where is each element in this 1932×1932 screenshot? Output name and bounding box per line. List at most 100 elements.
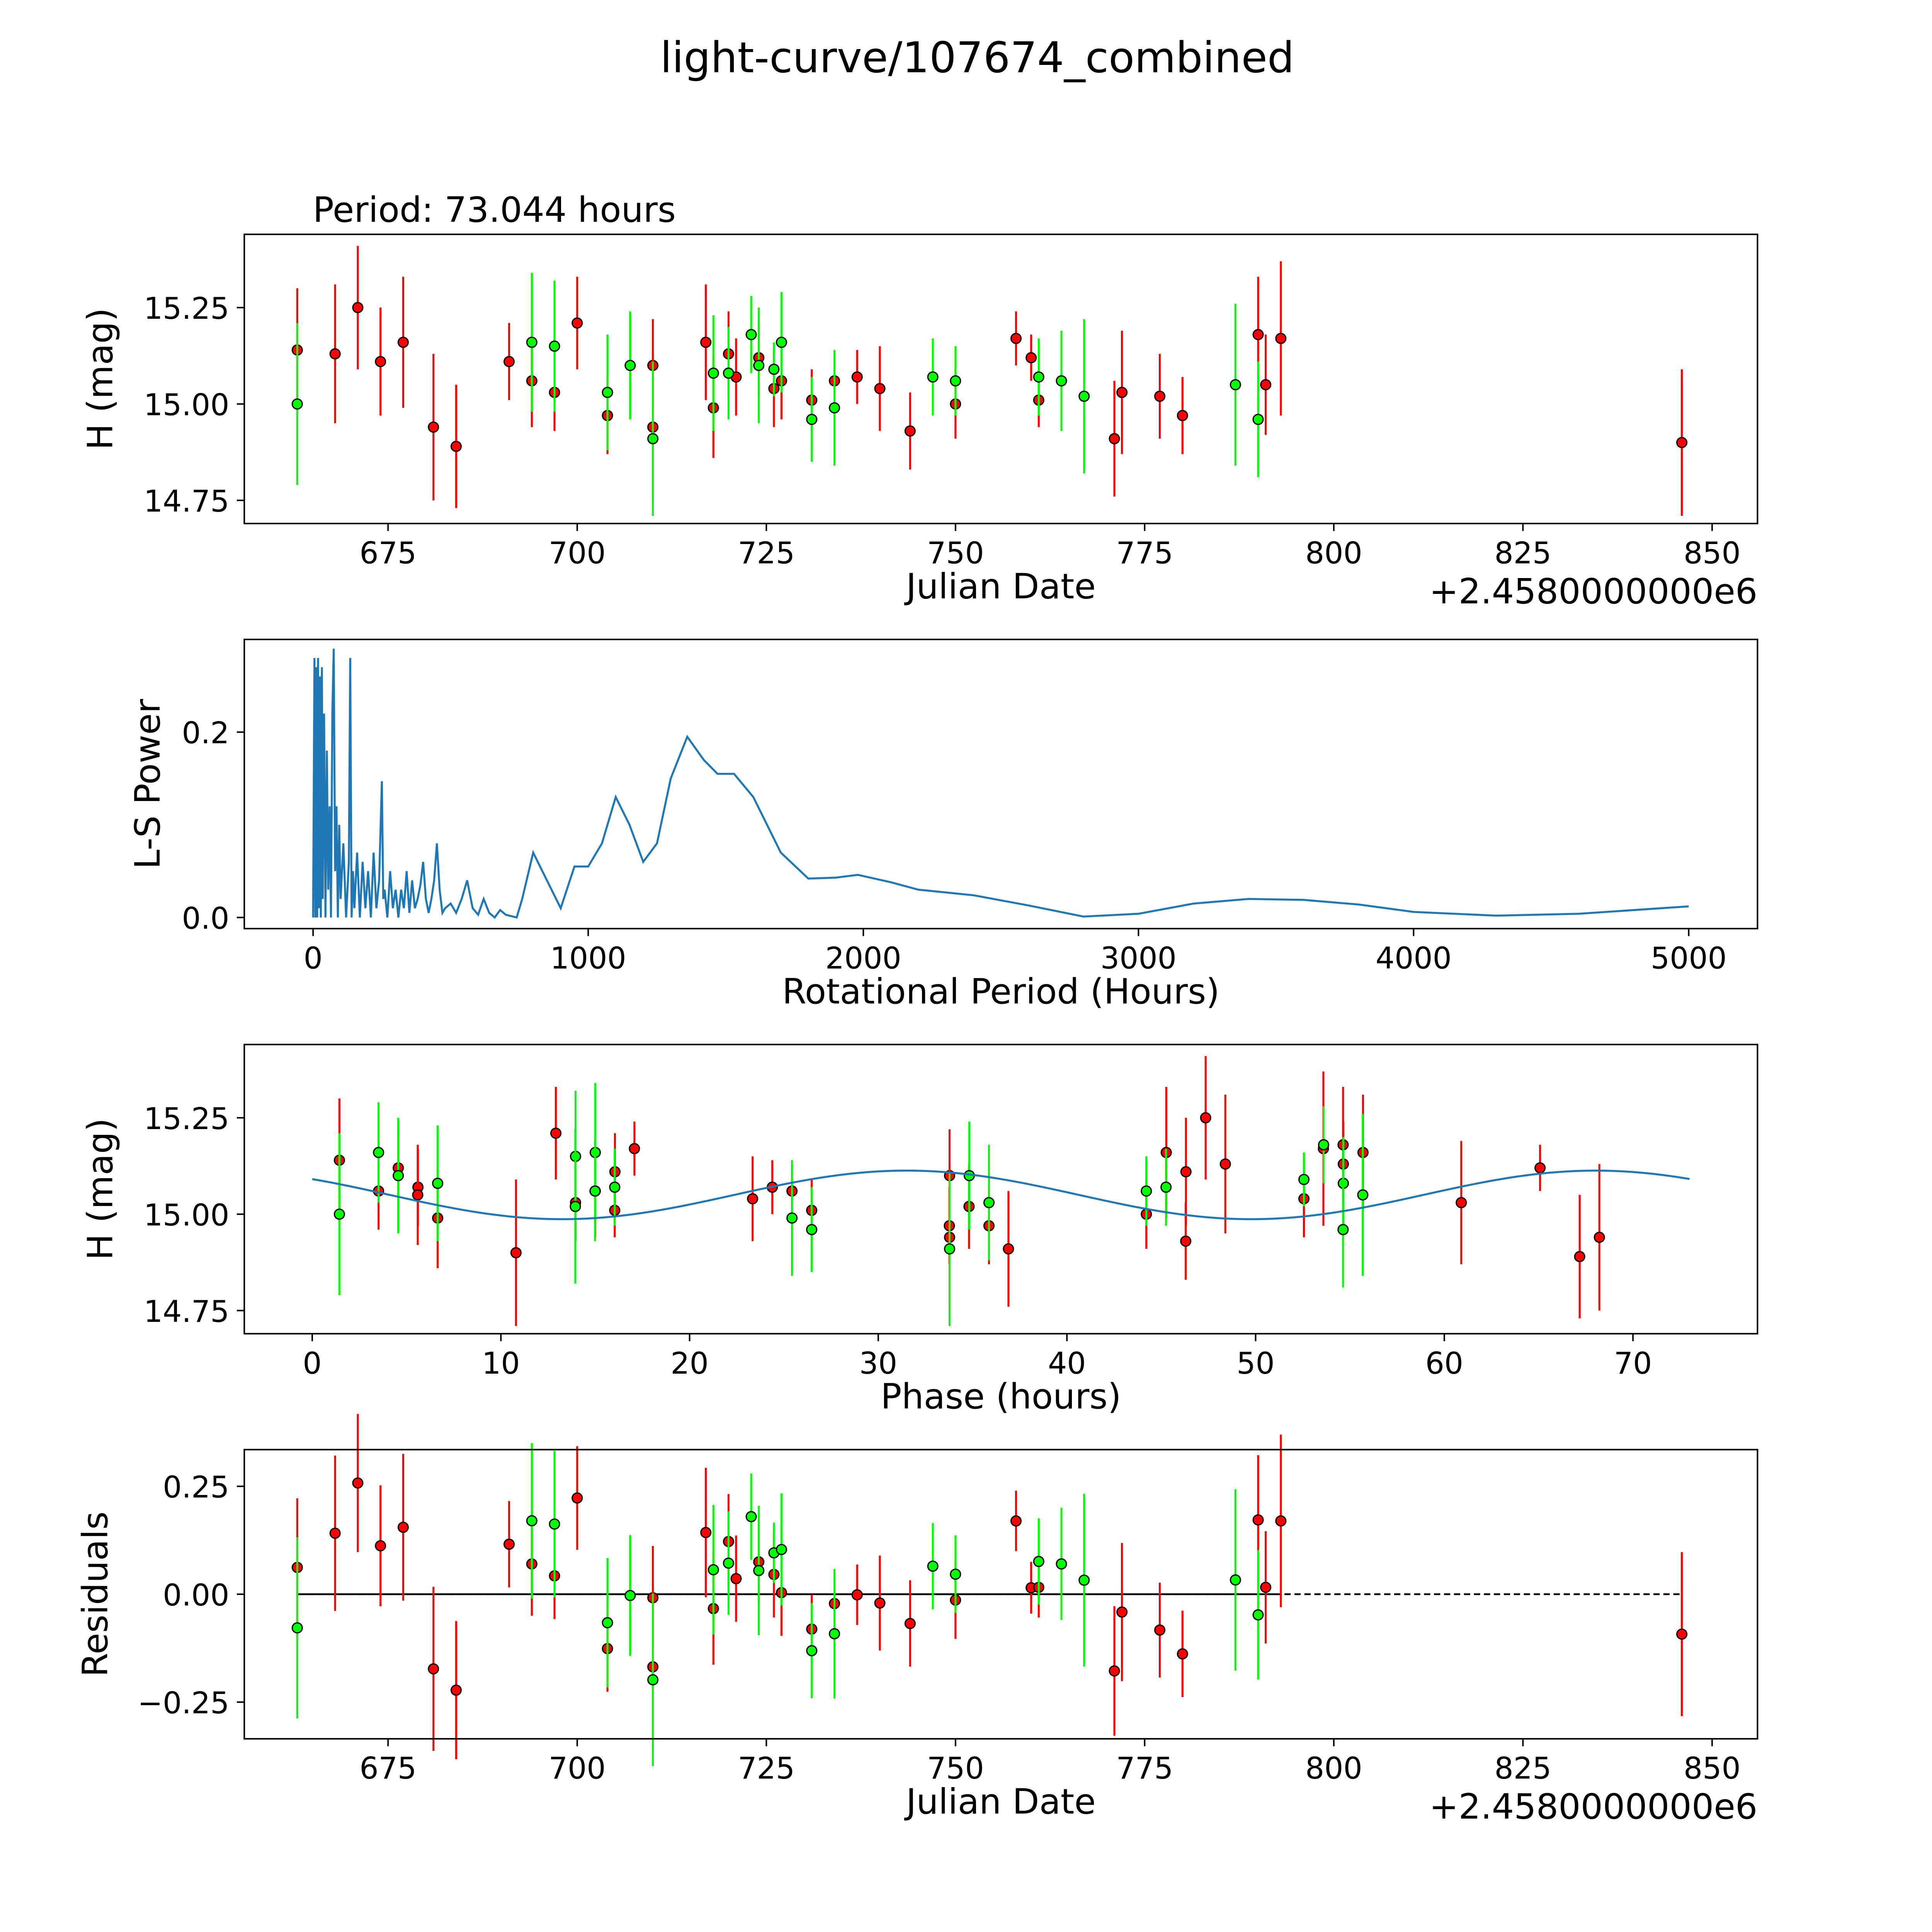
x-tick-label: 700 <box>549 536 606 571</box>
phased-red-point <box>412 1189 423 1201</box>
residual-red-point <box>851 1589 863 1600</box>
plots: 675 700 725 750 775 800 825 85015.2515.0014.75J… <box>75 233 1759 1827</box>
x-tick-label: 20 <box>670 1346 708 1381</box>
data-red-point <box>1252 329 1264 340</box>
x-tick-label: 850 <box>1684 1751 1741 1786</box>
phased-green-point <box>333 1208 345 1220</box>
phased-green-point <box>1357 1189 1369 1201</box>
data-green-point <box>526 337 537 348</box>
residual-green-point <box>1033 1556 1044 1567</box>
residual-red-point <box>450 1684 462 1696</box>
y-axis-label: L-S Power <box>128 699 168 869</box>
residual-green-point <box>1252 1609 1264 1621</box>
phased-green-point <box>393 1170 404 1182</box>
period-label: Period: 73.044 hours <box>313 190 676 230</box>
phased-red-point <box>1180 1166 1192 1178</box>
data-green-point <box>1252 413 1264 425</box>
x-tick-label: 800 <box>1305 1751 1362 1786</box>
residual-green-point <box>1230 1574 1241 1586</box>
data-green-point <box>745 329 757 340</box>
data-red-point <box>851 371 863 383</box>
phased-green-point <box>609 1181 621 1193</box>
residual-red-point <box>352 1477 364 1489</box>
x-axis-label: Julian Date <box>904 566 1096 607</box>
phased-green-point <box>983 1197 995 1208</box>
residual-green-point <box>829 1628 840 1639</box>
x-tick-label: 775 <box>1116 1751 1173 1786</box>
residual-red-point <box>730 1573 742 1585</box>
data-red-point <box>503 356 515 367</box>
y-tick-label: 0.25 <box>163 1470 229 1505</box>
y-tick-label: 15.00 <box>144 1198 230 1233</box>
data-red-point <box>397 337 409 348</box>
data-green-point <box>723 367 734 379</box>
periodogram-line <box>312 648 1689 919</box>
panel-light-curve: 675 700 725 750 775 800 825 850 15.25 15.00 14.75 J… <box>80 233 1759 612</box>
residual-green-point <box>624 1590 636 1601</box>
residual-red-point <box>329 1527 341 1539</box>
phased-green-point <box>1160 1181 1172 1193</box>
x-axis-label: Julian Date <box>904 1782 1096 1822</box>
data-green-point <box>1078 391 1090 402</box>
phased-green-point <box>786 1212 798 1224</box>
x-tick-label: 725 <box>738 1751 795 1786</box>
x-tick-label: 5000 <box>1651 941 1727 976</box>
data-green-point <box>1056 375 1067 387</box>
x-tick-label: 50 <box>1236 1346 1275 1381</box>
phased-red-point <box>1180 1235 1192 1247</box>
axis-offset-text: +2.4580000000e6 <box>1429 1786 1757 1827</box>
phased-green-point <box>1318 1139 1330 1151</box>
phased-red-point <box>1456 1197 1467 1208</box>
residual-green-point <box>647 1674 659 1685</box>
data-red-point <box>1260 379 1272 391</box>
axes-frame <box>243 1449 1759 1740</box>
axes-frame <box>243 233 1759 524</box>
phased-green-point <box>806 1224 818 1235</box>
x-tick-label: 800 <box>1305 536 1362 571</box>
data-red-point <box>1109 433 1120 444</box>
residual-green-point <box>291 1622 303 1634</box>
residual-green-point <box>927 1560 939 1572</box>
phased-red-point <box>1200 1112 1211 1124</box>
data-green-point <box>806 413 818 425</box>
y-axis-label: Residuals <box>75 1512 116 1677</box>
phased-red-point <box>629 1143 640 1155</box>
data-red-point <box>1026 352 1037 364</box>
residual-red-point <box>1275 1515 1287 1527</box>
phased-green-point <box>1141 1185 1152 1197</box>
panel-phased: 0 10 20 30 40 50 60 70 15.25 15.00 14.75 Phase (hou… <box>80 1044 1759 1417</box>
phased-green-point <box>1298 1173 1310 1185</box>
residual-green-point <box>723 1557 734 1569</box>
data-red-point <box>352 302 364 313</box>
data-green-point <box>829 402 840 414</box>
residual-red-point <box>700 1527 712 1538</box>
y-tick-label: 0.2 <box>182 716 229 751</box>
data-green-point <box>1230 379 1241 391</box>
data-green-point <box>602 387 613 398</box>
data-red-point <box>1676 437 1688 448</box>
x-tick-label: 70 <box>1614 1346 1652 1381</box>
data-red-point <box>1177 410 1188 421</box>
x-tick-label: 1000 <box>550 941 626 976</box>
data-green-point <box>776 337 787 348</box>
phased-red-point <box>1574 1251 1585 1262</box>
residual-green-point <box>707 1564 719 1576</box>
residual-red-point <box>503 1538 515 1550</box>
residual-red-point <box>571 1492 583 1504</box>
data-green-point <box>950 375 961 387</box>
y-axis-label: H (mag) <box>80 1118 121 1260</box>
phased-red-point <box>747 1193 759 1204</box>
phased-green-point <box>589 1185 601 1197</box>
residual-red-point <box>1010 1515 1022 1527</box>
axes-frame <box>243 1044 1759 1335</box>
phased-red-point <box>1594 1231 1605 1243</box>
data-red-point <box>700 337 712 348</box>
data-green-point <box>927 371 939 383</box>
x-tick-label: 725 <box>738 536 795 571</box>
x-tick-label: 850 <box>1684 536 1741 571</box>
y-tick-label: 15.25 <box>144 1102 230 1136</box>
x-tick-label: 0 <box>304 941 323 976</box>
data-green-point <box>768 364 780 375</box>
data-red-point <box>571 317 583 329</box>
